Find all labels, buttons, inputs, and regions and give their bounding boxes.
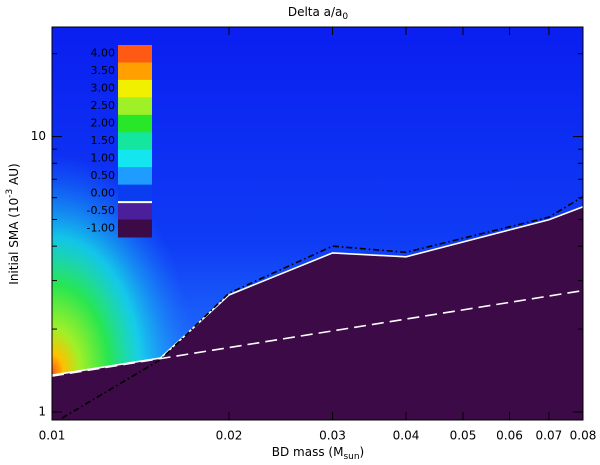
region-below — [52, 206, 583, 420]
x-axis-label: BD mass (Msun) — [272, 445, 364, 462]
x-tick-label: 0.07 — [536, 429, 563, 443]
colorbar-swatch — [118, 202, 152, 221]
colorbar-label: 0.00 — [91, 186, 116, 199]
colorbar-swatch — [118, 149, 152, 168]
colorbar: 4.00 3.50 3.00 2.50 2.00 1.50 1.00 0.50 0.00 -0.5… — [87, 45, 152, 238]
colorbar-swatch — [118, 132, 152, 151]
x-label-main: BD mass (M — [272, 445, 344, 459]
title-main: Delta a/a — [288, 5, 343, 19]
colorbar-swatch — [118, 45, 152, 63]
y-axis-label: Initial SMA (10-3 AU) — [5, 163, 21, 284]
colorbar-swatch — [118, 184, 152, 203]
colorbar-swatch — [118, 114, 152, 133]
colorbar-swatch — [118, 62, 152, 81]
y-tick-label: 1 — [38, 404, 46, 418]
x-label-sub: sun — [343, 452, 359, 462]
colorbar-label: 1.00 — [91, 151, 116, 164]
colorbar-label: 3.50 — [91, 64, 116, 77]
x-tick-label: 0.08 — [570, 429, 597, 443]
y-tick-label: 10 — [31, 129, 46, 143]
colorbar-label: 1.50 — [91, 134, 116, 147]
colorbar-label: 3.00 — [91, 82, 116, 95]
title-sub: 0 — [342, 12, 348, 22]
colorbar-label: 0.50 — [91, 169, 116, 182]
colorbar-label: 4.00 — [91, 47, 116, 60]
chart-title: Delta a/a0 — [288, 5, 349, 22]
colorbar-swatch — [118, 167, 152, 186]
x-tick-label: 0.02 — [216, 429, 243, 443]
colorbar-swatch — [118, 97, 152, 116]
x-label-end: ) — [360, 445, 365, 459]
x-tick-label: 0.06 — [496, 429, 523, 443]
y-label-main: Initial SMA (10 — [7, 198, 21, 285]
x-tick-label: 0.01 — [39, 429, 66, 443]
series-line — [61, 195, 583, 419]
frame — [51, 26, 584, 421]
y-label-end: AU) — [7, 163, 21, 189]
colorbar-label: -0.50 — [87, 204, 115, 217]
colorbar-swatch — [118, 79, 152, 98]
colorbar-label: 2.50 — [91, 99, 116, 112]
x-tick-label: 0.05 — [450, 429, 477, 443]
plot — [52, 195, 583, 420]
x-tick-label: 0.04 — [393, 429, 420, 443]
x-tick-label: 0.03 — [319, 429, 346, 443]
colorbar-label: 2.00 — [91, 117, 116, 130]
colorbar-swatch — [118, 219, 152, 238]
y-label-sup: -3 — [5, 189, 15, 198]
colorbar-label: -1.00 — [87, 221, 115, 234]
axes: 0.01 0.02 0.03 0.04 0.05 0.06 0.07 0.08 1 10 — [31, 27, 597, 443]
